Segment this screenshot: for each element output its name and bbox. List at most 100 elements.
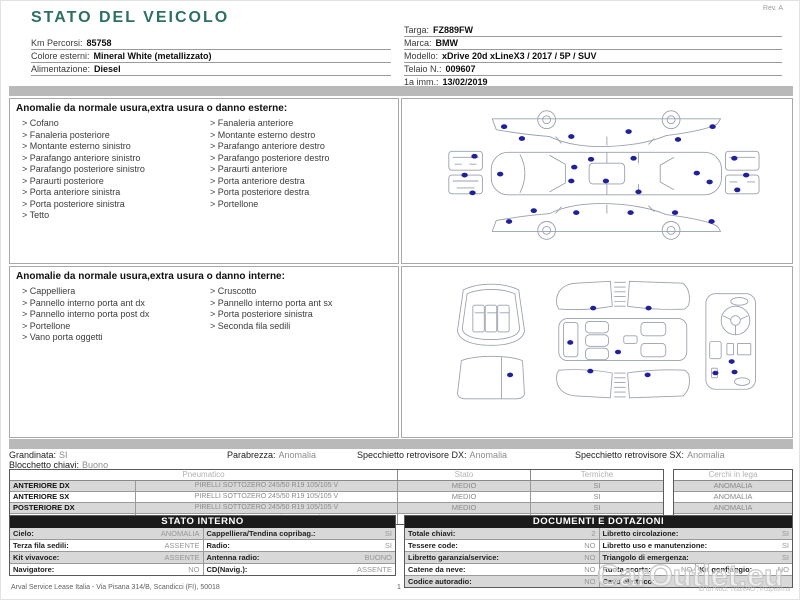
field-row: Telaio N.: 009607 bbox=[404, 63, 782, 76]
field-value: 13/02/2019 bbox=[442, 77, 488, 87]
status-label: Grandinata: bbox=[9, 450, 57, 460]
field-value: xDrive 20d xLineX3 / 2017 / 5P / SUV bbox=[442, 51, 597, 61]
field-label: Colore esterni: bbox=[31, 51, 90, 61]
alloy-wheel-state: ANOMALIA bbox=[674, 491, 792, 502]
info-value: SI bbox=[781, 529, 789, 538]
anomaly-item: > Vano porta oggetti bbox=[22, 332, 103, 342]
info-row: Terza fila sedili: ASSENTE Radio: SI bbox=[10, 539, 395, 551]
info-label: Tessere code: bbox=[408, 541, 458, 550]
exterior-anomalies-panel: Anomalie da normale usura,extra usura o … bbox=[9, 98, 399, 264]
status-value: Anomalia bbox=[687, 450, 725, 460]
tyre-state: MEDIO bbox=[398, 503, 531, 513]
info-value: ASSENTE bbox=[164, 553, 200, 562]
info-value: SI bbox=[384, 541, 392, 550]
info-row: Catene da neve: NO Ruota scorta: NO Kit gonf… bbox=[405, 563, 792, 575]
status-value: SI bbox=[59, 450, 68, 460]
exterior-anomalies-col1: > Cofano > Fanaleria posteriore > Montante… bbox=[22, 118, 210, 222]
info-label: Kit vivavoce: bbox=[13, 553, 60, 562]
info-cell: Cappelliera/Tendina copribag.: SI bbox=[202, 528, 396, 539]
tyre-position: ANTERIORE SX bbox=[10, 492, 136, 502]
tyre-winter: SI bbox=[593, 492, 601, 501]
alloy-wheel-state: ANOMALIA bbox=[674, 502, 792, 513]
anomaly-item: > Porta anteriore destra bbox=[210, 175, 305, 186]
status-value: Anomalia bbox=[278, 450, 317, 460]
anomaly-item: > Cruscotto bbox=[210, 286, 257, 296]
anomaly-item: > Pannello interno porta post dx bbox=[22, 309, 150, 319]
documents-equipment-title: DOCUMENTI E DOTAZIONI bbox=[405, 516, 792, 528]
info-value: NO bbox=[584, 565, 596, 574]
field-label: Marca: bbox=[404, 38, 432, 48]
info-value: ASSENTE bbox=[356, 565, 392, 574]
anomaly-item: > Porta posteriore sinistra bbox=[210, 309, 313, 319]
info-row: Totale chiavi: 2 Libretto circolazione: SI bbox=[405, 528, 792, 539]
cabin-plan-view-icon bbox=[556, 280, 690, 399]
info-cell: Triangolo di emergenza: SI bbox=[598, 552, 793, 563]
info-row: Kit vivavoce: ASSENTE Antenna radio: BUONO bbox=[10, 551, 395, 563]
footer-document-code: ID tu7NuO. Tlsu/B4O , Pcup69h-ur bbox=[698, 587, 791, 593]
anomaly-item: > Porta posteriore destra bbox=[210, 187, 310, 197]
anomaly-item: > Montante esterno destro bbox=[210, 129, 316, 140]
field-label: Targa: bbox=[404, 25, 430, 35]
tyre-winter: SI bbox=[593, 503, 601, 512]
tyre-table-header: Pneumatico Stato Termiche bbox=[10, 470, 663, 481]
tyre-position: ANTERIORE DX bbox=[10, 481, 136, 491]
tyre-state: MEDIO bbox=[398, 492, 531, 502]
interior-state-title: STATO INTERNO bbox=[10, 516, 395, 528]
column-header-pneumatico: Pneumatico bbox=[10, 470, 398, 480]
column-header-cerchi: Cerchi in lega bbox=[674, 470, 792, 481]
info-cell: Libretto uso e manutenzione: SI bbox=[598, 540, 793, 551]
field-value: FZ889FW bbox=[433, 25, 474, 35]
tyre-spec: PIRELLI SOTTOZERO 245/50 R19 105/105 V bbox=[136, 503, 398, 513]
tyre-row: ANTERIORE DX PIRELLI SOTTOZERO 245/50 R19… bbox=[10, 481, 663, 491]
anomaly-item: > Portellone bbox=[22, 320, 71, 331]
info-value: SI bbox=[781, 541, 789, 550]
car-left-side-view-icon bbox=[491, 110, 722, 148]
general-status-line: Grandinata: SI Parabrezza: Anomalia Specchie… bbox=[9, 450, 793, 460]
field-value: 009607 bbox=[445, 64, 476, 74]
info-cell: Ruota scorta: NO bbox=[598, 564, 696, 575]
anomaly-item: > Cofano bbox=[22, 118, 59, 128]
info-value: 2 bbox=[591, 529, 596, 538]
footer-address: Arval Service Lease Italia - Via Pisana … bbox=[11, 584, 220, 591]
dashboard-view-icon bbox=[705, 293, 756, 390]
info-value: ASSENTE bbox=[164, 541, 200, 550]
interior-anomalies-heading: Anomalie da normale usura,extra usura o … bbox=[16, 271, 285, 282]
info-label: Triangolo di emergenza: bbox=[602, 553, 689, 562]
interior-anomalies-col2: > Cruscotto > Pannello interno porta ant … bbox=[210, 286, 398, 344]
status-label: Specchietto retrovisore DX: bbox=[357, 450, 467, 460]
anomaly-item: > Parafango posteriore sinistro bbox=[22, 164, 145, 174]
anomaly-item: > Paraurti anteriore bbox=[210, 164, 288, 174]
info-label: Libretto garanzia/service: bbox=[408, 553, 499, 562]
vehicle-info-left: Km Percorsi: 85758 Colore esterni: Mineral … bbox=[31, 37, 391, 76]
status-label: Parabrezza: bbox=[227, 450, 276, 460]
tyre-row: ANTERIORE SX PIRELLI SOTTOZERO 245/50 R19… bbox=[10, 491, 663, 502]
field-label: Modello: bbox=[404, 51, 439, 61]
interior-state-table: STATO INTERNO Cielo: ANOMALIA Cappelliera/… bbox=[9, 515, 396, 576]
anomaly-item: > Paraurti posteriore bbox=[22, 175, 104, 186]
anomaly-item: > Portellone bbox=[210, 198, 259, 209]
revision-label: Rev. A bbox=[762, 5, 783, 12]
info-label: Cappelliera/Tendina copribag.: bbox=[206, 529, 316, 538]
info-cell: Terza fila sedili: ASSENTE bbox=[10, 540, 203, 551]
info-label: Ruota scorta: bbox=[602, 565, 651, 574]
key-block-status: Blocchetto chiavi: Buono bbox=[9, 460, 108, 470]
column-header-termiche: Termiche bbox=[580, 470, 614, 479]
status-item: Grandinata: SI bbox=[9, 450, 68, 460]
exterior-damage-diagram bbox=[401, 98, 793, 264]
info-label: Navigatore: bbox=[13, 565, 55, 574]
field-value: Diesel bbox=[94, 64, 121, 74]
field-value: 85758 bbox=[86, 38, 112, 48]
tyre-position: POSTERIORE DX bbox=[10, 503, 136, 513]
tyre-row: POSTERIORE DX PIRELLI SOTTOZERO 245/50 R1… bbox=[10, 502, 663, 513]
status-value: Anomalia bbox=[469, 450, 508, 460]
documents-equipment-table: DOCUMENTI E DOTAZIONI Totale chiavi: 2 Lib… bbox=[404, 515, 793, 588]
info-cell: Cielo: ANOMALIA bbox=[10, 528, 203, 539]
field-label: Telaio N.: bbox=[404, 64, 442, 74]
field-row: Km Percorsi: 85758 bbox=[31, 37, 391, 50]
interior-damage-diagram bbox=[401, 266, 793, 438]
field-row: Modello: xDrive 20d xLineX3 / 2017 / 5P /… bbox=[404, 50, 782, 63]
info-label: Cielo: bbox=[13, 529, 34, 538]
info-value: BUONO bbox=[364, 553, 392, 562]
tyre-winter: SI bbox=[593, 481, 601, 490]
